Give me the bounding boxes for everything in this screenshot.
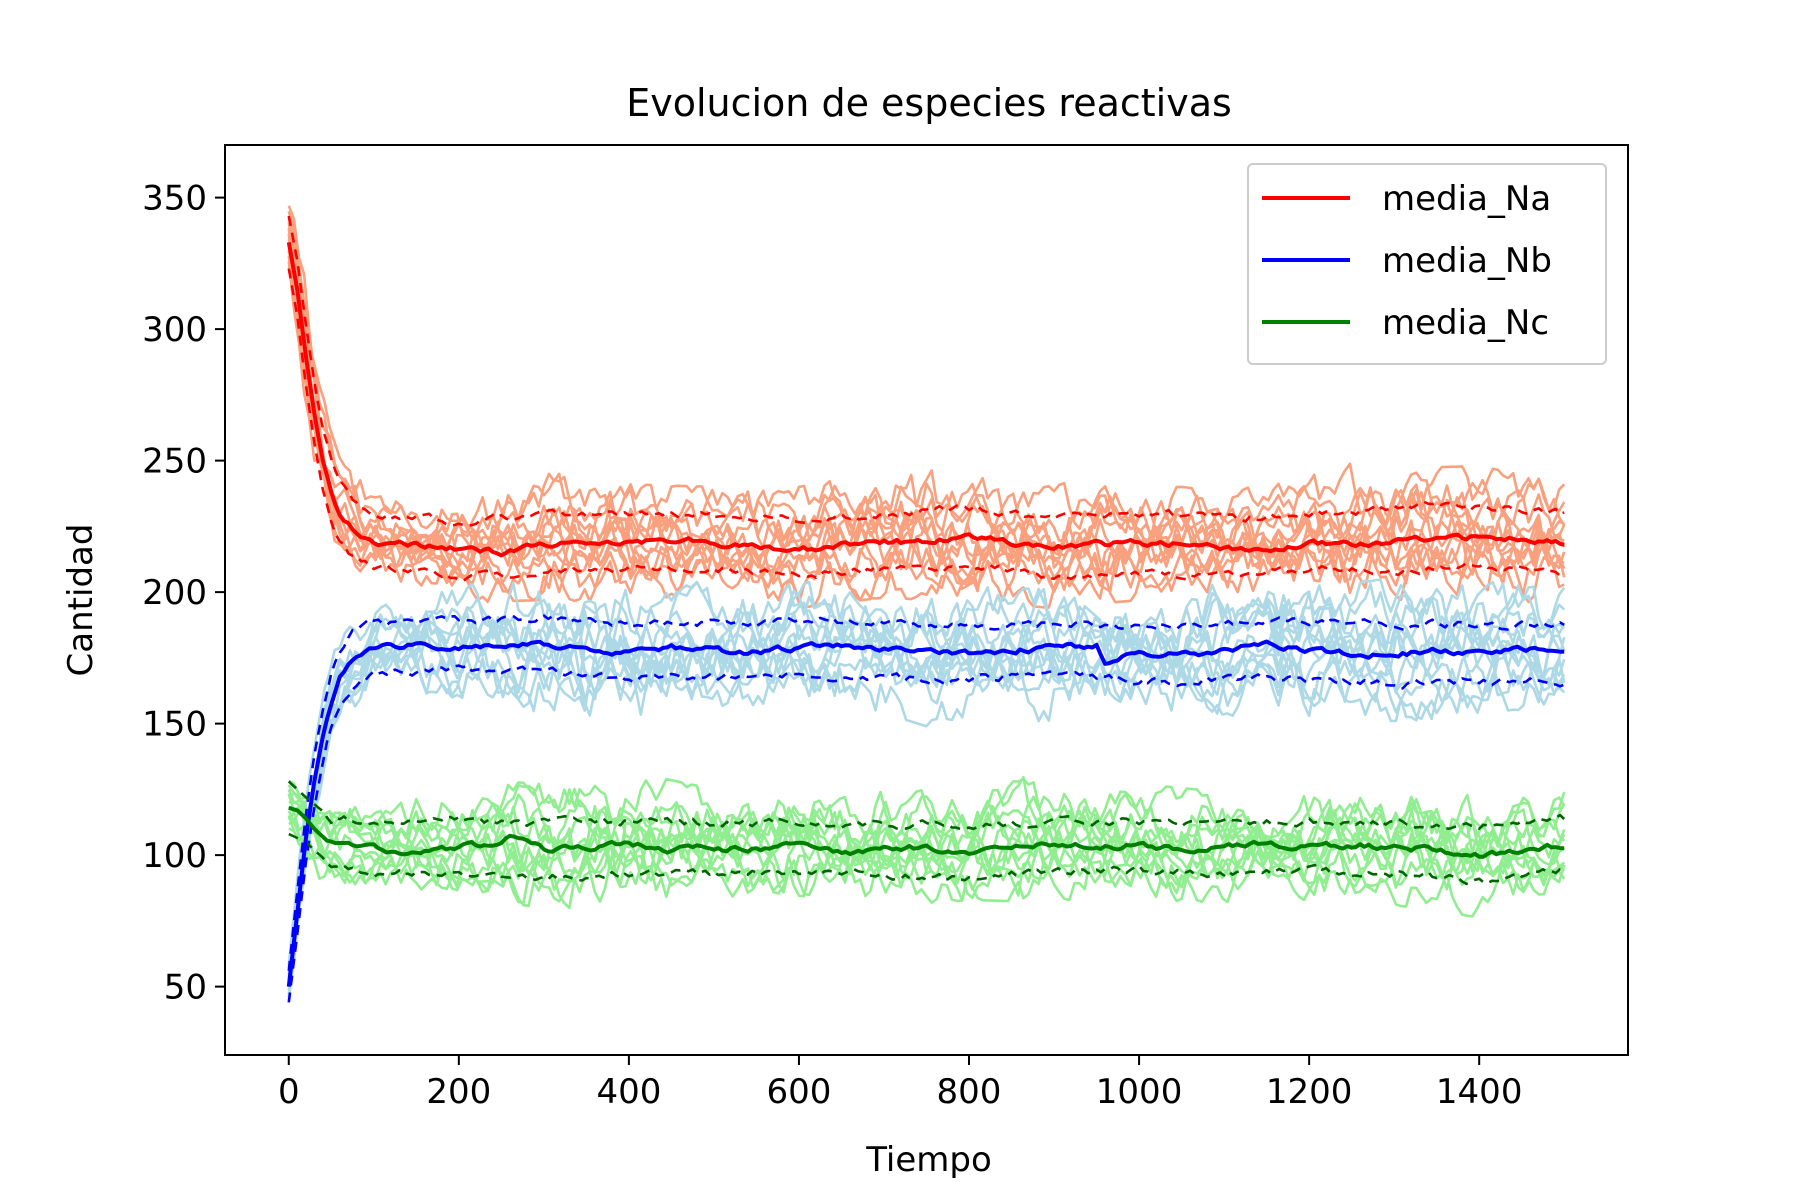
run-line bbox=[288, 820, 1566, 905]
legend-entries: media_Na media_Nb media_Nc bbox=[1262, 179, 1552, 343]
mean-line-media_Na bbox=[286, 241, 1565, 558]
x-axis-ticks: 0 200 400 600 800 1000 1200 1400 bbox=[278, 1055, 1523, 1112]
x-tick-label: 200 bbox=[426, 1072, 491, 1112]
mean-lines-layer bbox=[286, 241, 1565, 987]
chart-title: Evolucion de especies reactivas bbox=[626, 81, 1232, 125]
std-bands-layer bbox=[287, 215, 1566, 1003]
x-tick-label: 600 bbox=[767, 1072, 832, 1112]
run-line bbox=[287, 777, 1566, 876]
y-tick-label: 50 bbox=[164, 968, 207, 1008]
std-band-upper bbox=[287, 215, 1565, 527]
legend: media_Na media_Nb media_Nc bbox=[1247, 163, 1607, 365]
run-line bbox=[287, 205, 1566, 548]
std-band-lower bbox=[288, 832, 1565, 886]
run-line bbox=[288, 775, 1566, 851]
std-band-lower bbox=[287, 268, 1565, 583]
legend-label: media_Na bbox=[1382, 179, 1551, 219]
std-band-upper bbox=[287, 614, 1565, 971]
std-band-upper bbox=[287, 780, 1566, 831]
y-tick-label: 150 bbox=[142, 705, 207, 745]
std-band-lower bbox=[287, 664, 1565, 1003]
y-tick-label: 300 bbox=[142, 310, 207, 350]
mean-line-media_Nc bbox=[288, 805, 1565, 859]
plot-frame bbox=[224, 144, 1629, 1056]
y-axis-label: Cantidad bbox=[61, 524, 101, 677]
y-tick-label: 200 bbox=[142, 573, 207, 613]
run-line bbox=[287, 578, 1566, 966]
x-tick-label: 800 bbox=[937, 1072, 1002, 1112]
x-tick-label: 400 bbox=[596, 1072, 661, 1112]
y-axis-ticks: 50 100 150 200 250 300 350 bbox=[142, 179, 225, 1008]
legend-box bbox=[1247, 163, 1607, 365]
run-line bbox=[287, 783, 1566, 861]
run-line bbox=[287, 266, 1565, 609]
x-tick-label: 1400 bbox=[1436, 1072, 1523, 1112]
run-line bbox=[287, 227, 1565, 576]
y-tick-label: 250 bbox=[142, 442, 207, 482]
legend-label: media_Nb bbox=[1382, 241, 1552, 281]
legend-label: media_Nc bbox=[1382, 303, 1549, 343]
x-axis-label: Tiempo bbox=[865, 1140, 992, 1180]
y-tick-label: 350 bbox=[142, 179, 207, 219]
y-tick-label: 100 bbox=[142, 836, 207, 876]
mean-line-media_Nb bbox=[286, 639, 1565, 987]
x-tick-label: 1000 bbox=[1096, 1072, 1183, 1112]
run-line bbox=[287, 250, 1566, 594]
x-tick-label: 1200 bbox=[1266, 1072, 1353, 1112]
x-tick-label: 0 bbox=[278, 1072, 300, 1112]
